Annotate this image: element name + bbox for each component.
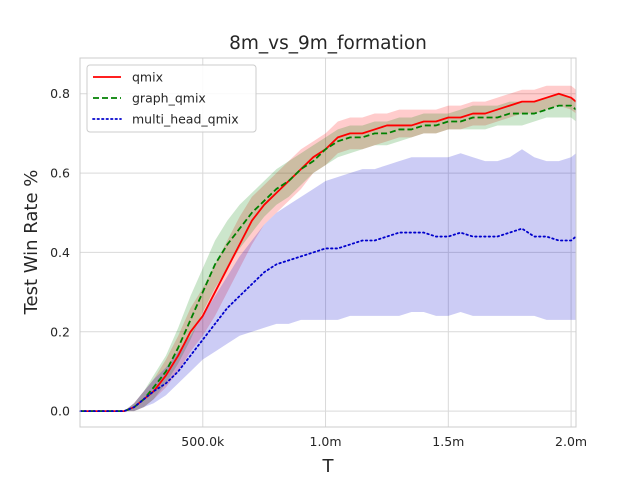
y-tick-labels: 0.0 0.2 0.4 0.6 0.8 bbox=[50, 86, 70, 418]
legend-label-graph_qmix: graph_qmix bbox=[132, 91, 206, 106]
legend: qmix graph_qmix multi_head_qmix bbox=[86, 64, 257, 133]
legend-box bbox=[86, 64, 257, 133]
band-multi_head_qmix bbox=[80, 149, 576, 412]
x-tick-label-0: 500.0k bbox=[181, 434, 225, 449]
band-graph_qmix bbox=[80, 93, 576, 412]
y-tick-label-2: 0.4 bbox=[50, 245, 70, 260]
x-tick-label-1: 1.0m bbox=[310, 434, 342, 449]
y-tick-label-1: 0.2 bbox=[50, 324, 70, 339]
x-tick-label-2: 1.5m bbox=[432, 434, 464, 449]
x-axis-title: T bbox=[322, 456, 335, 477]
x-tick-label-3: 2.0m bbox=[555, 434, 587, 449]
plot-border bbox=[79, 57, 577, 428]
legend-label-multi_head_qmix: multi_head_qmix bbox=[132, 112, 239, 127]
confidence-bands bbox=[80, 85, 576, 412]
y-tick-label-0: 0.0 bbox=[50, 404, 70, 419]
y-tick-label-3: 0.6 bbox=[50, 166, 70, 181]
x-tick-labels: 500.0k 1.0m 1.5m 2.0m bbox=[181, 434, 587, 449]
line-multi_head_qmix bbox=[79, 227, 577, 413]
grid-lines bbox=[80, 58, 576, 427]
y-axis-title: Test Win Rate % bbox=[21, 170, 42, 316]
line-graph_qmix bbox=[80, 104, 577, 413]
band-qmix bbox=[80, 85, 576, 412]
line-qmix bbox=[80, 92, 577, 413]
chart-title: 8m_vs_9m_formation bbox=[229, 33, 427, 54]
legend-label-qmix: qmix bbox=[132, 70, 163, 85]
series-lines bbox=[79, 92, 577, 413]
y-tick-label-4: 0.8 bbox=[50, 86, 70, 101]
